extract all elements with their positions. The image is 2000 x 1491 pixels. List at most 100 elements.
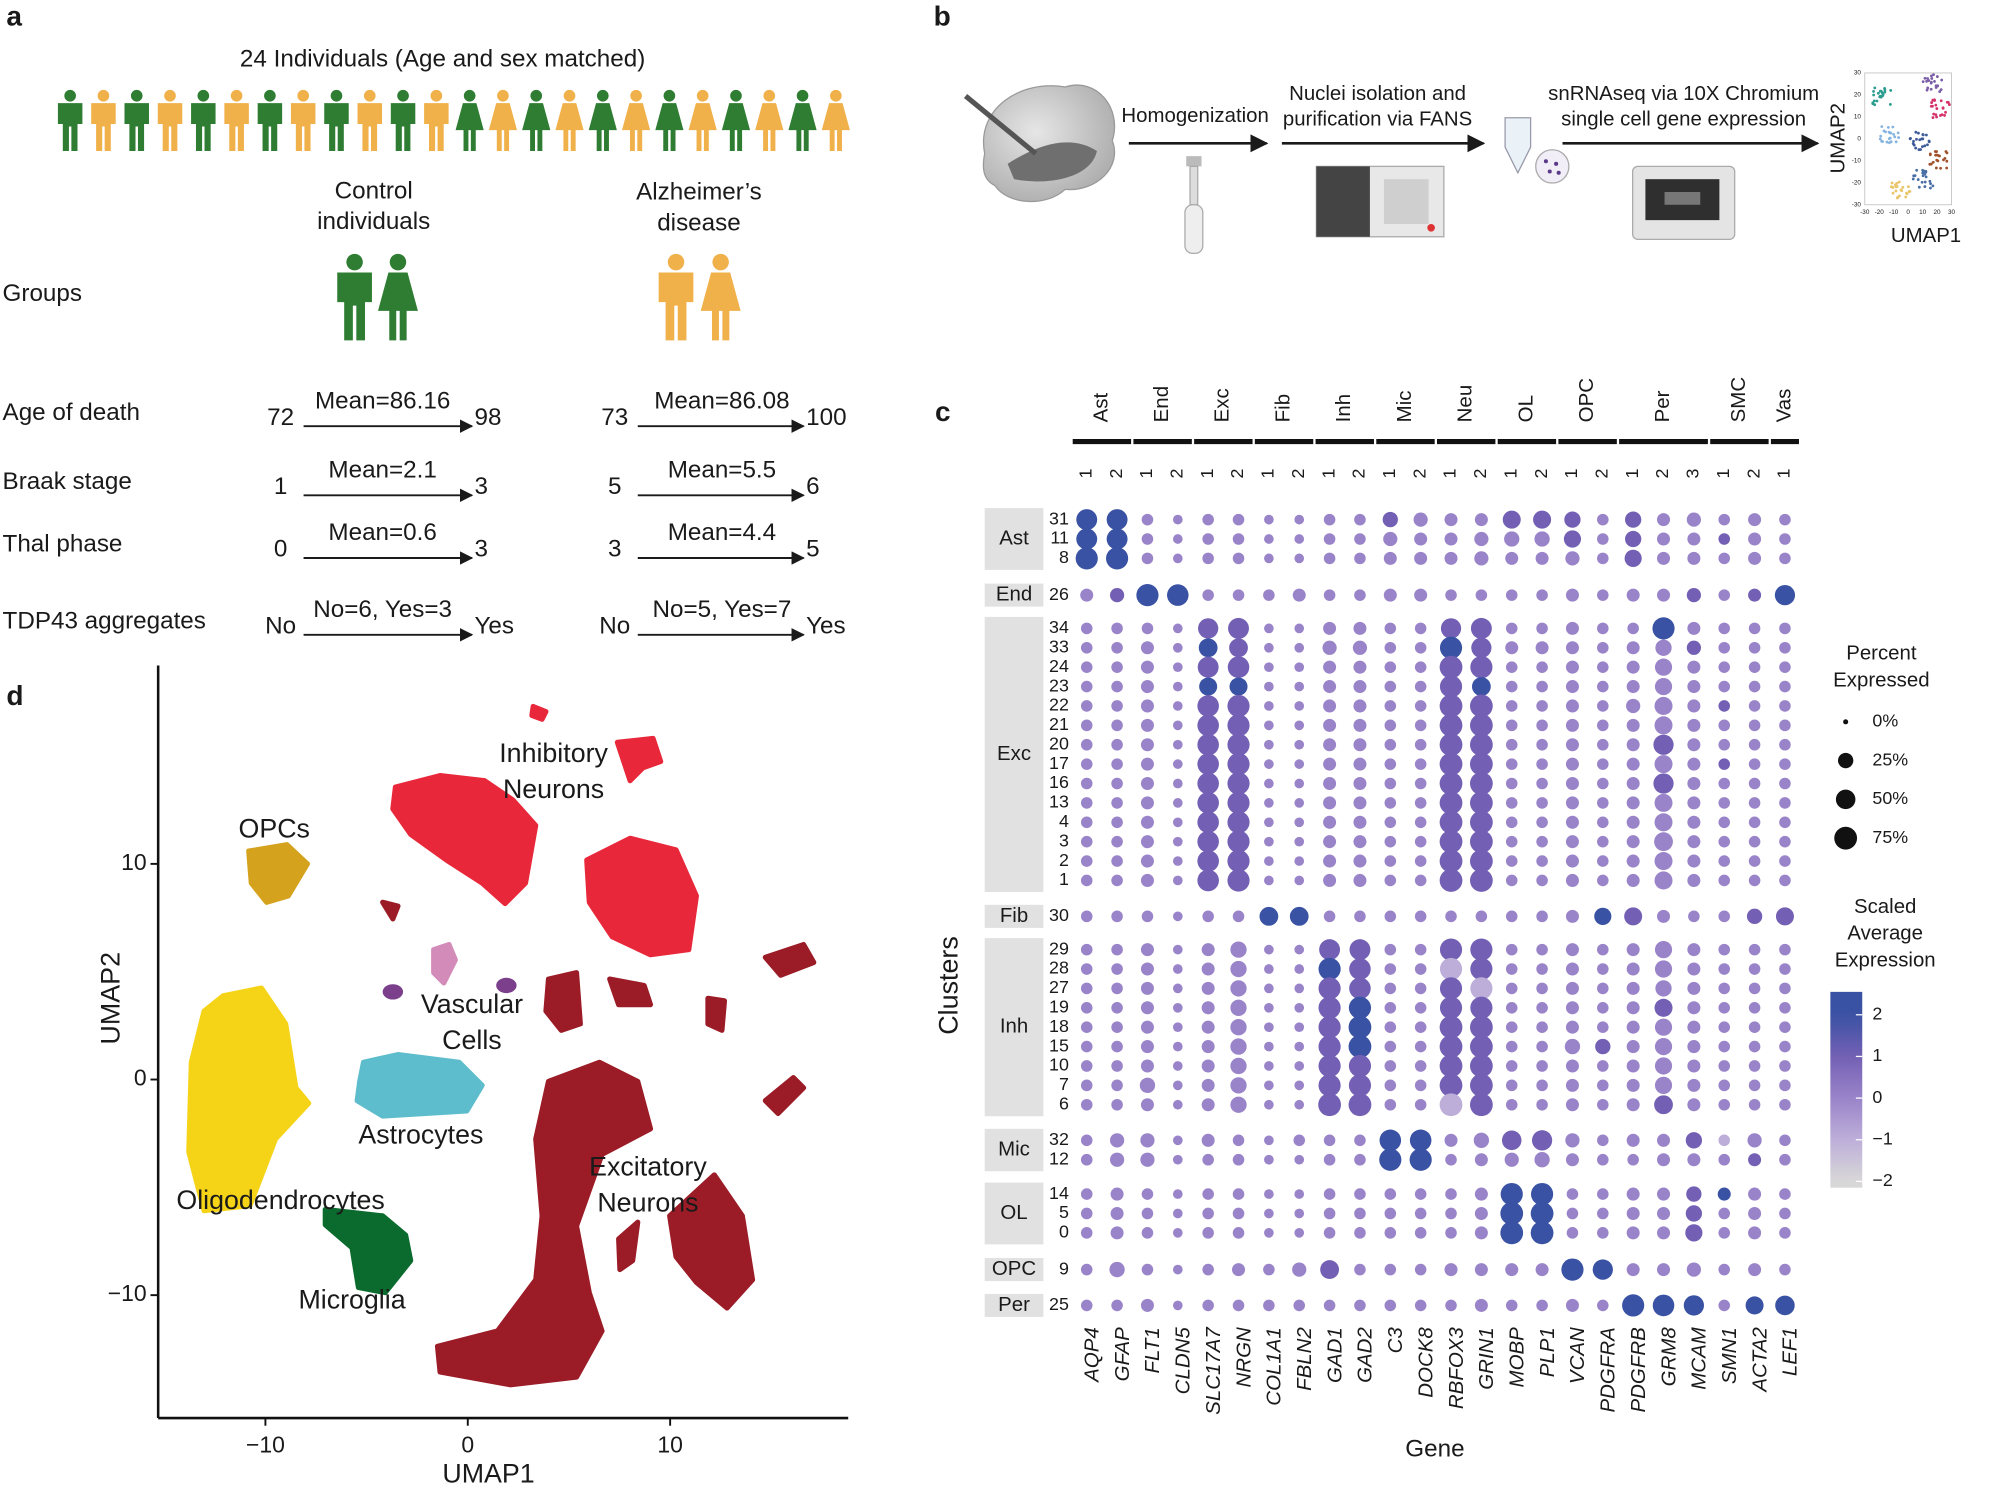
expression-dot [1264, 514, 1274, 525]
thumbnail-dot [1931, 104, 1934, 108]
expression-dot [1227, 772, 1250, 795]
thumbnail-dot [1930, 77, 1934, 80]
expression-dot [1597, 513, 1609, 526]
expression-dot [1140, 738, 1154, 752]
cluster-label: Oligodendrocytes [176, 1185, 384, 1215]
expression-dot [1264, 623, 1274, 634]
expression-dot [1500, 1202, 1524, 1225]
cell-cluster [496, 977, 517, 994]
expression-dot [1474, 1263, 1488, 1277]
expression-dot [1505, 700, 1518, 712]
expression-dot [1354, 533, 1366, 545]
expression-dot [1384, 680, 1397, 693]
thumbnail-dot [1921, 174, 1925, 178]
expression-dot [1414, 758, 1427, 770]
expression-dot [1080, 797, 1093, 809]
expression-dot [1469, 694, 1493, 718]
expression-dot [1687, 757, 1701, 771]
expression-dot [1654, 716, 1673, 735]
thumbnail-dot [1928, 153, 1932, 157]
expression-dot [1779, 1021, 1791, 1033]
expression-dot [1445, 1227, 1457, 1239]
expression-dot [1779, 680, 1791, 693]
expression-dot [1505, 622, 1518, 635]
expression-dot [1717, 1187, 1731, 1201]
icon-body [455, 103, 484, 152]
expression-dot [1202, 1153, 1214, 1166]
expression-dot [1688, 910, 1700, 923]
expression-dot [1259, 906, 1279, 926]
expression-dot [1080, 1060, 1093, 1072]
expression-dot [1318, 1054, 1341, 1078]
icon-head [197, 89, 210, 102]
expression-dot [1687, 699, 1701, 713]
thumbnail-dot [1932, 112, 1936, 116]
expression-dot [1687, 660, 1701, 674]
expression-dot [1779, 1188, 1791, 1200]
expression-dot [1106, 509, 1128, 531]
expression-dot [1445, 1299, 1457, 1312]
expression-dot [1779, 738, 1791, 751]
gene-group-label: Per [1651, 390, 1674, 422]
icon-head [97, 89, 110, 102]
thumbnail-dot [1890, 181, 1894, 185]
thumbnail-dot [1912, 139, 1915, 143]
expression-dot [1080, 1040, 1093, 1053]
expression-dot [1687, 718, 1701, 732]
gene-group-label: Fib [1271, 394, 1294, 422]
expression-dot [1201, 1133, 1215, 1147]
cluster-label: Cells [442, 1025, 502, 1055]
expression-dot [1111, 835, 1123, 848]
expression-dot [1654, 813, 1673, 832]
cell-cluster [186, 985, 312, 1214]
expression-dot [1565, 943, 1579, 957]
expression-dot [1201, 1078, 1215, 1092]
expression-dot [1080, 1002, 1093, 1014]
expression-dot [1627, 622, 1639, 635]
expression-dot [1264, 739, 1274, 750]
thumbnail-dot [1891, 125, 1895, 129]
cluster-group-label: OPC [992, 1257, 1036, 1280]
expression-dot [1505, 680, 1518, 693]
subcluster-label: 2 [1167, 469, 1187, 479]
gene-group-label: OL [1514, 395, 1537, 422]
expression-dot [1779, 1134, 1791, 1147]
expression-dot [1686, 512, 1701, 527]
expression-dot [1232, 1134, 1245, 1147]
step-label: purification via FANS [1283, 108, 1472, 131]
thumbnail-dot [1940, 78, 1944, 82]
expression-dot [1627, 1153, 1639, 1166]
expression-dot [1080, 874, 1093, 887]
icon-head [297, 89, 310, 102]
group-name: Control [335, 177, 413, 204]
thumbnail-dot [1938, 90, 1942, 93]
expression-dot [1080, 588, 1094, 602]
expression-dot [1414, 719, 1427, 732]
expression-dot [1779, 719, 1791, 732]
expression-dot [1626, 698, 1641, 714]
expression-dot [1535, 551, 1549, 565]
cluster-label: 1 [1059, 869, 1069, 889]
cluster-group-box [984, 583, 1044, 607]
expression-dot [1172, 534, 1183, 544]
expression-dot [1566, 1188, 1579, 1200]
expression-dot [1626, 757, 1640, 771]
gene-label: FLT1 [1141, 1327, 1164, 1373]
icon-body [124, 103, 149, 152]
expression-dot [1565, 757, 1579, 771]
icon-body [821, 103, 850, 152]
thumbnail-dot [1931, 184, 1935, 188]
expression-dot [1294, 662, 1305, 673]
expression-dot [1505, 1079, 1518, 1092]
thumbnail-tick-label: 20 [1854, 92, 1862, 99]
icon-body [655, 103, 684, 152]
cluster-label: 14 [1049, 1183, 1069, 1203]
expression-dot [1230, 999, 1247, 1016]
thumbnail-dot [1925, 79, 1928, 83]
expression-dot [1323, 1188, 1336, 1200]
thumbnail-dot [1915, 137, 1918, 141]
legend-label: 75% [1872, 827, 1908, 847]
icon-body [424, 103, 449, 152]
thumbnail-tick-label: -10 [1889, 209, 1899, 216]
expression-dot [1439, 1093, 1463, 1117]
